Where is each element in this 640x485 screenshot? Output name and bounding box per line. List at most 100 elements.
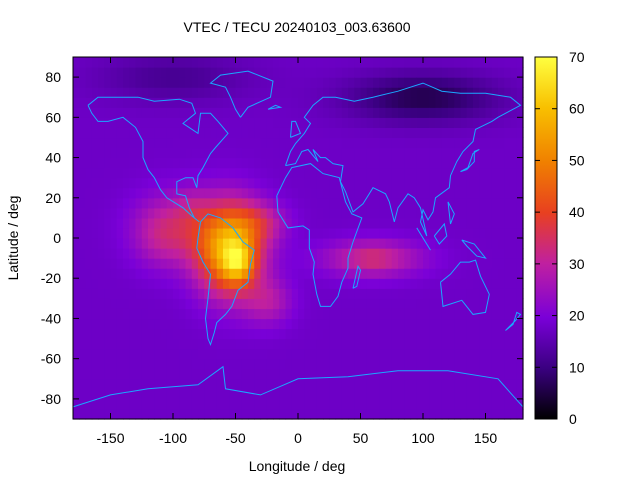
heatmap-cell	[110, 348, 118, 360]
heatmap-cell	[491, 87, 499, 98]
heatmap-cell	[366, 328, 374, 340]
heatmap-cell	[404, 147, 412, 159]
heatmap-cell	[448, 318, 455, 330]
heatmap-cell	[491, 177, 499, 189]
heatmap-cell	[110, 207, 118, 219]
heatmap-cell	[391, 388, 399, 400]
heatmap-cell	[104, 408, 112, 420]
heatmap-cell	[498, 398, 505, 410]
heatmap-cell	[329, 147, 337, 159]
heatmap-cell	[341, 238, 349, 249]
heatmap-cell	[373, 398, 380, 410]
heatmap-cell	[291, 368, 299, 380]
heatmap-cell	[291, 278, 299, 289]
heatmap-cell	[235, 298, 243, 309]
heatmap-cell	[123, 358, 130, 370]
heatmap-cell	[404, 87, 412, 98]
heatmap-cell	[385, 348, 393, 360]
heatmap-cell	[298, 137, 305, 149]
heatmap-cell	[110, 288, 118, 299]
heatmap-cell	[479, 147, 487, 159]
heatmap-cell	[441, 338, 449, 350]
heatmap-cell	[479, 227, 487, 239]
heatmap-cell	[229, 77, 237, 88]
heatmap-cell	[479, 378, 487, 390]
heatmap-cell	[373, 298, 380, 309]
heatmap-cell	[485, 77, 493, 88]
heatmap-cell	[291, 177, 299, 189]
heatmap-cell	[366, 388, 374, 400]
heatmap-cell	[360, 207, 368, 219]
heatmap-cell	[73, 187, 80, 199]
heatmap-cell	[373, 358, 380, 370]
heatmap-cell	[498, 388, 505, 400]
heatmap-cell	[285, 328, 293, 340]
heatmap-cell	[73, 227, 80, 239]
heatmap-cell	[404, 338, 412, 350]
heatmap-cell	[423, 308, 430, 320]
heatmap-cell	[160, 318, 168, 330]
heatmap-cell	[348, 238, 355, 249]
heatmap-cell	[510, 187, 518, 199]
heatmap-cell	[466, 308, 474, 320]
heatmap-cell	[348, 57, 355, 68]
heatmap-cell	[498, 408, 505, 420]
heatmap-cell	[266, 207, 274, 219]
heatmap-cell	[285, 238, 293, 249]
heatmap-cell	[323, 157, 330, 169]
heatmap-cell	[210, 147, 218, 159]
heatmap-cell	[404, 197, 412, 209]
heatmap-cell	[416, 348, 424, 360]
heatmap-cell	[448, 308, 455, 320]
heatmap-cell	[473, 328, 480, 340]
heatmap-cell	[510, 57, 518, 68]
heatmap-cell	[460, 388, 468, 400]
heatmap-cell	[260, 147, 268, 159]
heatmap-cell	[410, 398, 418, 410]
heatmap-cell	[79, 328, 87, 340]
heatmap-cell	[335, 187, 343, 199]
heatmap-cell	[379, 298, 387, 309]
heatmap-cell	[385, 368, 393, 380]
heatmap-cell	[141, 388, 149, 400]
heatmap-cell	[241, 87, 249, 98]
heatmap-cell	[373, 137, 380, 149]
heatmap-cell	[229, 117, 237, 128]
heatmap-cell	[91, 388, 99, 400]
heatmap-cell	[385, 127, 393, 139]
heatmap-cell	[398, 298, 405, 309]
heatmap-cell	[204, 378, 212, 390]
heatmap-cell	[73, 298, 80, 309]
heatmap-cell	[410, 157, 418, 169]
heatmap-cell	[335, 358, 343, 370]
heatmap-cell	[435, 268, 443, 279]
heatmap-cell	[248, 288, 255, 299]
heatmap-cell	[160, 368, 168, 380]
heatmap-cell	[304, 328, 312, 340]
heatmap-cell	[73, 217, 80, 229]
heatmap-cell	[248, 77, 255, 88]
heatmap-cell	[360, 227, 368, 239]
heatmap-cell	[448, 328, 455, 340]
heatmap-cell	[73, 117, 80, 128]
heatmap-cell	[135, 398, 143, 410]
heatmap-cell	[141, 358, 149, 370]
heatmap-cell	[404, 328, 412, 340]
heatmap-cell	[148, 117, 155, 128]
heatmap-cell	[235, 57, 243, 68]
heatmap-cell	[254, 328, 262, 340]
heatmap-cell	[341, 197, 349, 209]
heatmap-cell	[79, 288, 87, 299]
heatmap-cell	[248, 107, 255, 118]
heatmap-cell	[460, 67, 468, 78]
heatmap-cell	[316, 278, 324, 289]
heatmap-cell	[148, 248, 155, 259]
heatmap-cell	[329, 338, 337, 350]
heatmap-cell	[98, 67, 105, 78]
coastline	[290, 120, 302, 138]
heatmap-cell	[460, 408, 468, 420]
heatmap-cell	[466, 137, 474, 149]
heatmap-cell	[223, 288, 230, 299]
heatmap-cell	[423, 127, 430, 139]
heatmap-cell	[435, 137, 443, 149]
